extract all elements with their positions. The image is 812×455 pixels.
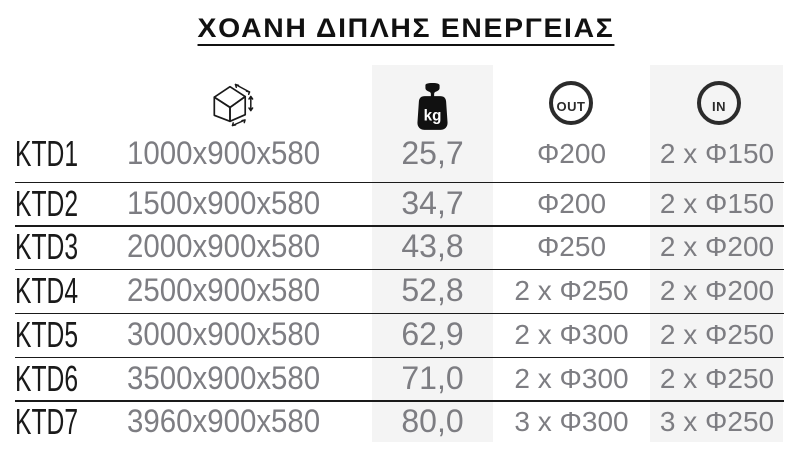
svg-text:kg: kg [424, 108, 442, 125]
